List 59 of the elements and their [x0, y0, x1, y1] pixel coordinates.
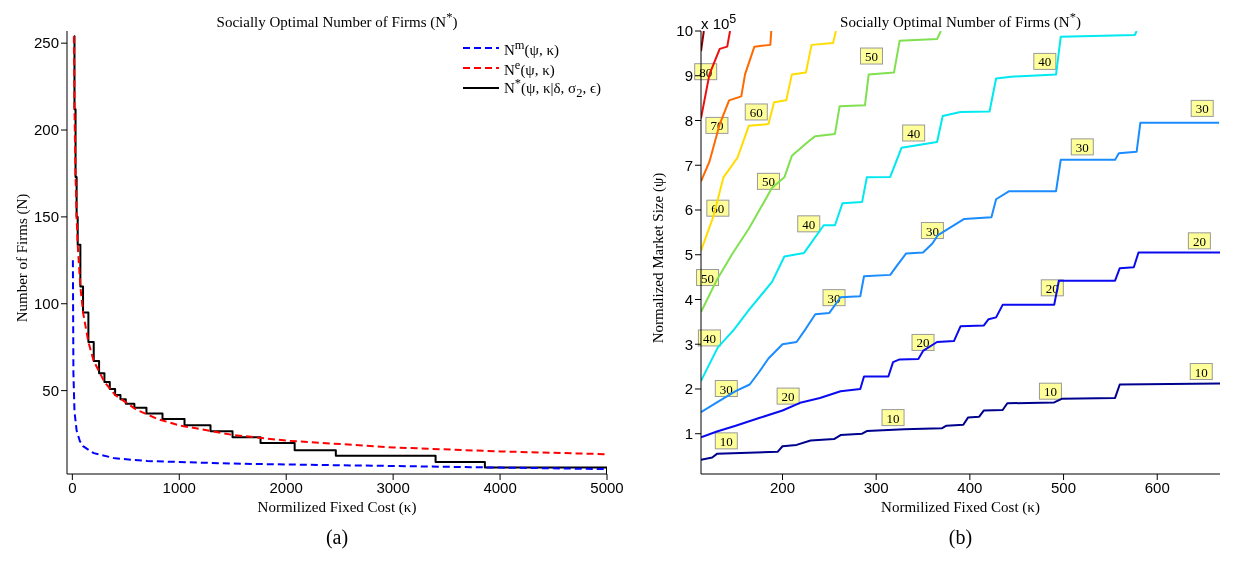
text: (b)	[947, 526, 974, 549]
line-series	[71, 259, 607, 471]
y-tick-label: 5	[684, 246, 693, 264]
annotation: 50	[865, 49, 878, 65]
annotation: 20	[1192, 233, 1206, 249]
y-axis-title: Normalized Market Size (ψ)	[649, 172, 667, 344]
x-axis-title: Normilized Fixed Cost (κ)	[880, 499, 1041, 516]
annotation: 10	[719, 433, 733, 449]
annotation: 20	[916, 335, 930, 351]
x-tick-label: 500	[1051, 478, 1077, 496]
line-series	[701, 382, 1220, 461]
x-tick-label: 300	[863, 478, 889, 496]
x-tick-label: 4000	[483, 478, 517, 496]
y-tick-label: 7	[684, 156, 693, 174]
y-tick-label: 4	[684, 290, 693, 308]
y-tick-label: 100	[33, 295, 59, 313]
y-axis-title: Number of Firms (N)	[13, 193, 31, 323]
annotation: 50	[701, 270, 715, 286]
x-tick-label: 0	[68, 478, 77, 496]
annotation: 50	[761, 174, 775, 190]
y-tick-label: 6	[684, 201, 693, 219]
annotation: 10	[1194, 364, 1208, 380]
chart-title: Socially Optimal Number of Firms (N$^{*}$)	[215, 10, 459, 31]
x-tick-label: 3000	[376, 478, 410, 496]
x-tick-label: 5000	[590, 478, 624, 496]
annotation: 30	[719, 381, 733, 397]
y-tick-label: 250	[33, 34, 59, 52]
y-tick-label: 50	[42, 381, 59, 399]
chart-title: Socially Optimal Number of Firms (N$^{*}$)	[840, 10, 1081, 30]
annotation: 10	[1043, 384, 1057, 400]
x-tick-label: 2000	[269, 478, 303, 496]
line-series	[701, 121, 1220, 414]
annotation: 40	[1038, 54, 1052, 70]
y-tick-label: 1	[684, 425, 693, 443]
x-axis-title: Normilized Fixed Cost (κ)	[256, 499, 418, 516]
y-tick-label: 9	[684, 67, 693, 85]
legend-label: N$^{m}$(ψ, κ)	[503, 37, 559, 59]
text: (a)	[324, 526, 350, 549]
annotation: 10	[886, 410, 900, 426]
y-tick-label: 8	[684, 111, 693, 129]
y-tick-label: 2	[684, 380, 693, 398]
annotation: x 10$^{5}$	[701, 12, 737, 32]
annotation: 40	[702, 330, 716, 346]
annotation: 30	[925, 223, 939, 239]
annotation: 60	[749, 104, 763, 120]
y-tick-label: 10	[676, 22, 693, 40]
x-tick-label: 400	[957, 478, 983, 496]
annotation: 30	[1195, 101, 1209, 117]
annotation: 20	[781, 389, 795, 405]
x-tick-label: 1000	[162, 478, 196, 496]
x-tick-label: 600	[1144, 478, 1170, 496]
annotation: 40	[907, 126, 921, 141]
line-series	[701, 31, 837, 252]
y-tick-label: 150	[33, 208, 59, 226]
annotation: 30	[1075, 139, 1089, 155]
x-tick-label: 200	[769, 478, 796, 496]
y-tick-label: 3	[684, 335, 693, 353]
annotation: 40	[802, 216, 816, 232]
y-tick-label: 200	[33, 121, 59, 139]
